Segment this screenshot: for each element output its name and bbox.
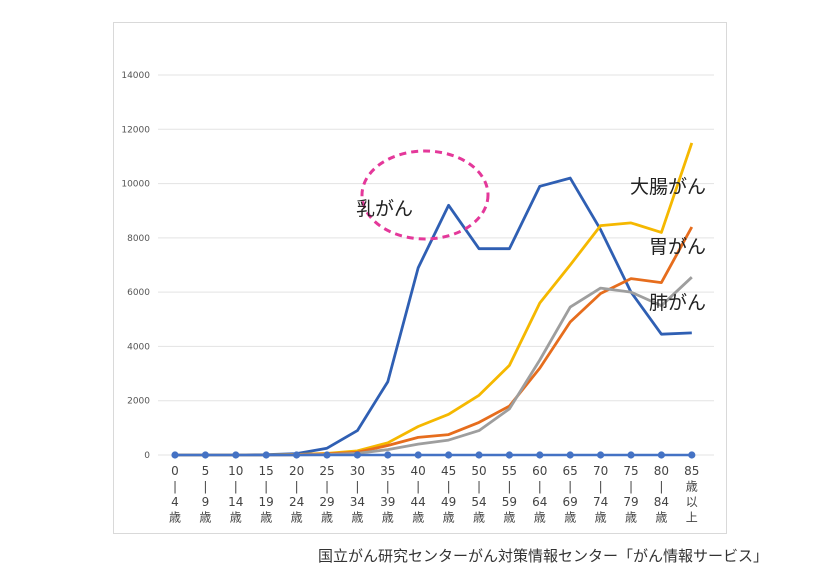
x-tick-label: 5 | 9 歳 (199, 464, 211, 525)
y-tick-label: 14000 (121, 71, 150, 81)
baseline-marker (293, 451, 301, 459)
series-label: 大腸がん (630, 176, 706, 198)
series-label: 胃がん (649, 236, 706, 258)
x-tick-label: 50 | 54 歳 (471, 464, 486, 525)
y-tick-label: 12000 (121, 125, 150, 135)
series-line (175, 176, 692, 457)
x-tick-label: 80 | 84 歳 (654, 464, 669, 525)
x-tick-label: 60 | 64 歳 (532, 464, 547, 525)
highlight-circle (360, 149, 490, 241)
x-tick-label: 85 歳以上 (684, 464, 699, 525)
x-tick-label: 20 | 24 歳 (289, 464, 304, 525)
baseline-marker (262, 451, 270, 459)
baseline-marker (566, 451, 574, 459)
baseline-marker (627, 451, 635, 459)
x-tick-label: 30 | 34 歳 (350, 464, 365, 525)
baseline-marker (688, 451, 696, 459)
baseline-marker (536, 451, 544, 459)
y-tick-label: 10000 (121, 180, 150, 190)
line-chart: 0 2000 4000 6000 8000 10000 12000 14000 0 | 4 歳 5 | 9 歳… (121, 71, 714, 525)
baseline-marker (414, 451, 422, 459)
x-tick-label: 40 | 44 歳 (411, 464, 426, 525)
series-label: 乳がん (356, 198, 413, 220)
x-tick-label: 55 | 59 歳 (502, 464, 517, 525)
baseline-marker (171, 451, 179, 459)
baseline-marker (597, 451, 605, 459)
series-line (175, 276, 693, 457)
baseline-marker (475, 451, 483, 459)
baseline-marker (657, 451, 666, 459)
x-tick-label: 65 | 69 歳 (563, 464, 578, 525)
baseline-marker (445, 451, 453, 459)
y-tick-label: 8000 (127, 234, 150, 244)
y-tick-label: 2000 (127, 397, 150, 407)
baseline-marker (323, 451, 331, 459)
baseline-marker (384, 451, 392, 459)
x-tick-label: 0 | 4 歳 (169, 464, 181, 525)
y-tick-label: 0 (144, 451, 150, 461)
baseline-marker (232, 451, 240, 459)
y-tick-label: 6000 (127, 288, 150, 298)
x-tick-label: 15 | 19 歳 (259, 464, 274, 525)
baseline-marker (353, 451, 361, 459)
chart-frame: 0 2000 4000 6000 8000 10000 12000 14000 0 | 4 歳 5 | 9 歳… (113, 22, 727, 534)
series-label: 肺がん (649, 292, 706, 314)
x-tick-label: 75 | 79 歳 (623, 464, 638, 525)
source-credit: 国立がん研究センターがん対策情報センター「がん情報サービス」 (318, 547, 769, 565)
x-tick-label: 35 | 39 歳 (380, 464, 395, 525)
series-line (175, 142, 694, 457)
x-tick-label: 70 | 74 歳 (593, 464, 608, 525)
x-tick-label: 45 | 49 歳 (441, 464, 456, 525)
x-tick-label: 10 | 14 歳 (228, 464, 243, 525)
x-tick-label: 25 | 29 歳 (319, 464, 334, 525)
baseline-marker (505, 451, 513, 459)
y-tick-label: 4000 (127, 342, 150, 352)
baseline-marker (201, 451, 209, 459)
